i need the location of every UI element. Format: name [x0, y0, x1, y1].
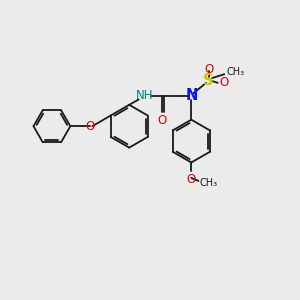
Text: CH₃: CH₃: [226, 68, 244, 77]
Text: NH: NH: [136, 89, 153, 102]
Text: O: O: [158, 114, 167, 127]
Text: CH₃: CH₃: [200, 178, 218, 188]
Text: O: O: [204, 63, 213, 76]
Text: N: N: [185, 88, 197, 104]
Text: O: O: [86, 120, 95, 133]
Text: O: O: [220, 76, 229, 89]
Text: O: O: [187, 172, 196, 186]
Text: S: S: [203, 73, 214, 88]
